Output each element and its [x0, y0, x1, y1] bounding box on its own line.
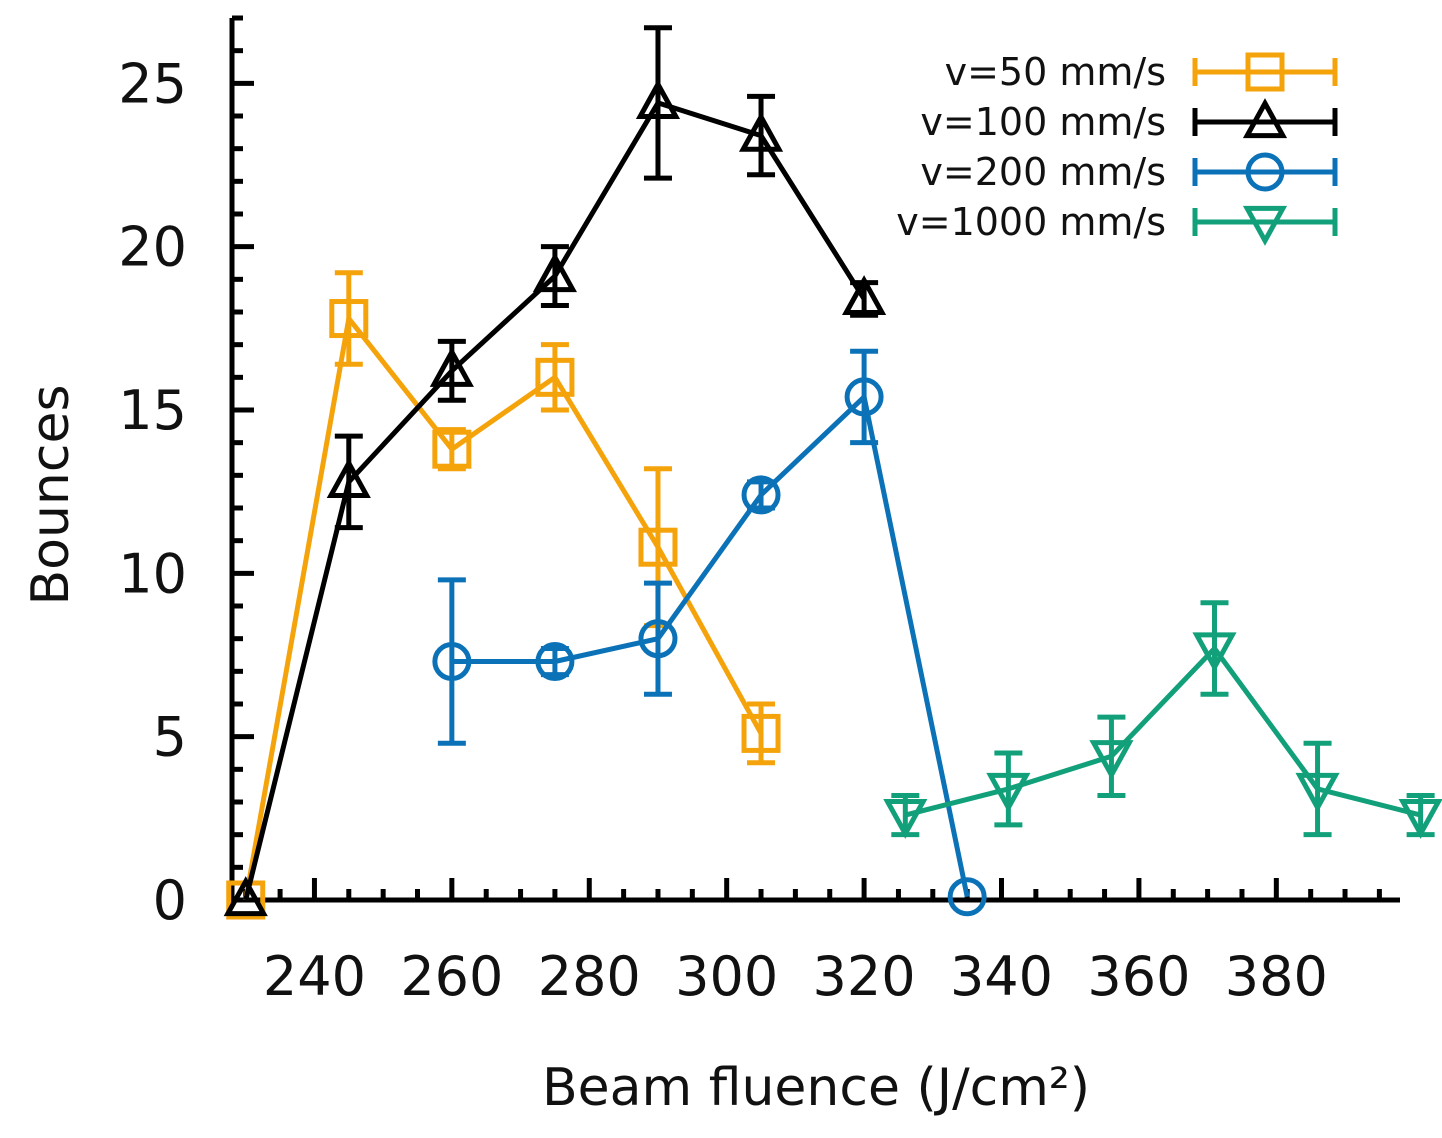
data-point: [535, 357, 575, 397]
series-1: [223, 25, 887, 917]
data-point: [535, 642, 575, 682]
legend-marker: [1242, 98, 1288, 139]
legend-label: v=50 mm/s: [945, 50, 1166, 94]
data-point: [883, 798, 928, 839]
x-axis-title: Beam fluence (J/cm²): [542, 1058, 1090, 1118]
legend-entry: v=1000 mm/s: [896, 200, 1338, 246]
legend-entry: v=100 mm/s: [920, 98, 1338, 144]
y-tick-label: 0: [153, 869, 187, 932]
data-point: [947, 877, 987, 917]
series-2: [432, 348, 987, 917]
data-point: [844, 377, 884, 417]
legend-marker: [1242, 205, 1288, 246]
series-layer: [223, 25, 1442, 920]
error-bar: [747, 93, 776, 178]
axes-layer: 0 5 10 15 20 25 240 260 280 300 320 340 360 380: [118, 15, 1400, 1008]
data-point: [532, 252, 578, 293]
data-point: [638, 619, 678, 659]
error-bar: [437, 577, 466, 746]
x-tick-label: 340: [950, 945, 1053, 1008]
error-bar: [437, 427, 466, 472]
x-tick-label: 320: [813, 945, 916, 1008]
data-point: [432, 429, 472, 469]
error-bar: [1200, 600, 1229, 697]
y-tick-label: 10: [118, 542, 187, 605]
x-tick-label: 360: [1087, 945, 1190, 1008]
error-bar: [850, 348, 879, 446]
legend-entry: v=50 mm/s: [945, 50, 1338, 94]
y-tick-label: 5: [153, 706, 187, 769]
legend-label: v=100 mm/s: [920, 100, 1166, 144]
series-0: [226, 270, 781, 920]
data-point: [738, 111, 784, 152]
data-point: [223, 876, 268, 917]
data-point: [329, 299, 369, 339]
legend-label: v=200 mm/s: [920, 150, 1166, 194]
y-axis-title: Bounces: [21, 384, 81, 605]
x-tick-label: 300: [675, 945, 778, 1008]
error-bar: [334, 433, 363, 531]
series-line: [451, 394, 970, 898]
error-bar: [747, 701, 776, 766]
data-point: [638, 527, 678, 567]
error-bar: [540, 342, 569, 413]
series-line: [243, 316, 764, 901]
legend: v=50 mm/s v=100 mm/s v=200 mm/s v=1000 mm/s: [896, 50, 1338, 246]
data-point: [429, 346, 474, 387]
error-bar: [643, 25, 672, 181]
error-bar: [994, 750, 1023, 828]
data-point: [1398, 798, 1442, 839]
data-point: [1192, 632, 1237, 673]
data-point: [842, 275, 887, 316]
y-tick-label: 20: [118, 216, 187, 279]
data-point: [1295, 772, 1340, 813]
data-point: [326, 457, 371, 498]
error-bar: [1097, 714, 1126, 798]
y-tick-label: 25: [118, 52, 187, 115]
legend-entry: v=200 mm/s: [920, 150, 1338, 194]
error-bar: [1303, 740, 1332, 838]
data-point: [432, 642, 472, 682]
series-line: [243, 100, 867, 901]
x-tick-label: 240: [263, 945, 366, 1008]
series-3: [883, 600, 1442, 839]
legend-label: v=1000 mm/s: [896, 200, 1166, 244]
data-point: [635, 79, 681, 120]
data-point: [986, 772, 1031, 813]
x-tick-label: 280: [538, 945, 641, 1008]
series-line: [904, 646, 1422, 818]
error-bar: [334, 270, 363, 367]
legend-marker: [1245, 52, 1285, 92]
x-tick-label: 260: [400, 945, 503, 1008]
x-tick-label: 380: [1225, 945, 1328, 1008]
data-point: [741, 475, 781, 515]
y-tick-label: 15: [118, 379, 187, 442]
error-bar: [643, 580, 672, 697]
data-point: [1089, 740, 1134, 781]
legend-marker: [1245, 152, 1285, 192]
data-point: [741, 713, 781, 753]
